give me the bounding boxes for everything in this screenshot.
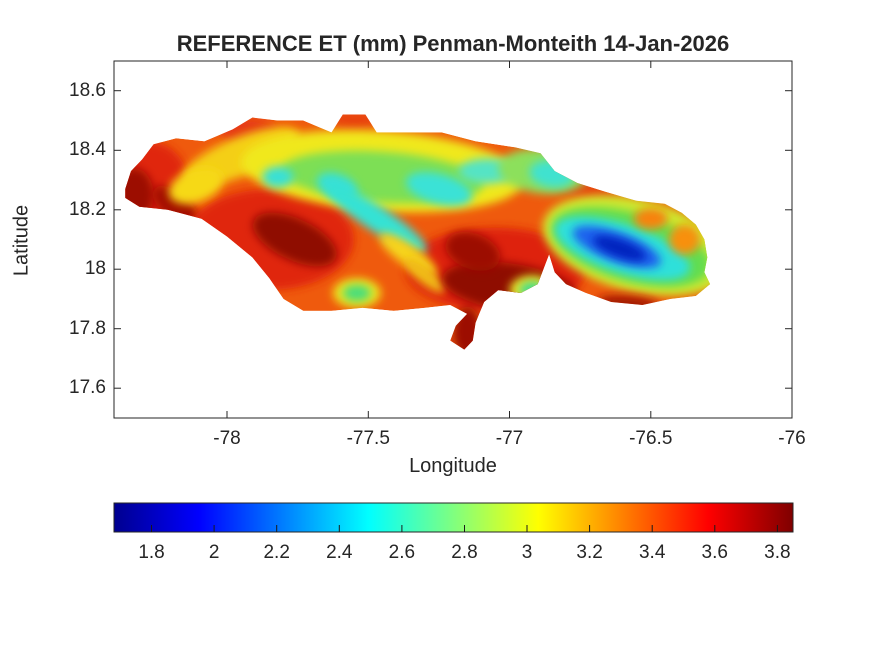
plot-title: REFERENCE ET (mm) Penman-Monteith 14-Jan… <box>176 31 730 56</box>
x-tick-label: -76 <box>778 428 806 449</box>
colorbar-tick-label: 3.2 <box>576 542 603 563</box>
colorbar-tick-label: 3.8 <box>764 542 791 563</box>
island-contour-field <box>125 114 711 350</box>
colorbar-tick-label: 2.4 <box>326 542 353 563</box>
colorbar-tick-label: 2.6 <box>388 542 416 563</box>
y-tick-label: 17.8 <box>69 317 106 339</box>
axis-ticks <box>114 61 793 418</box>
x-axis-label: Longitude <box>409 455 497 477</box>
x-tick-label: -78 <box>213 428 241 449</box>
colorbar-tick-label: 2 <box>208 542 220 563</box>
x-tick-label: -76.5 <box>629 428 673 449</box>
y-tick-label: 18.2 <box>69 198 106 220</box>
colorbar-tick-label: 3.6 <box>701 542 728 563</box>
y-tick-label: 18.4 <box>69 139 106 161</box>
colorbar-tick-label: 2.8 <box>451 542 478 563</box>
x-tick-label: -77.5 <box>346 428 390 449</box>
colorbar-tick-label: 3.4 <box>638 542 666 563</box>
colorbar-gradient <box>113 502 794 533</box>
x-tick-label: -77 <box>495 428 524 449</box>
colorbar-ticks <box>151 525 778 532</box>
colorbar-tick-label: 3 <box>521 542 533 563</box>
y-tick-label: 18 <box>84 258 106 280</box>
y-tick-label: 17.6 <box>69 377 106 399</box>
colorbar-tick-label: 1.8 <box>138 542 165 563</box>
plot-box <box>113 60 793 419</box>
colorbar-tick-label: 2.2 <box>263 542 290 563</box>
y-tick-label: 18.6 <box>69 79 106 101</box>
